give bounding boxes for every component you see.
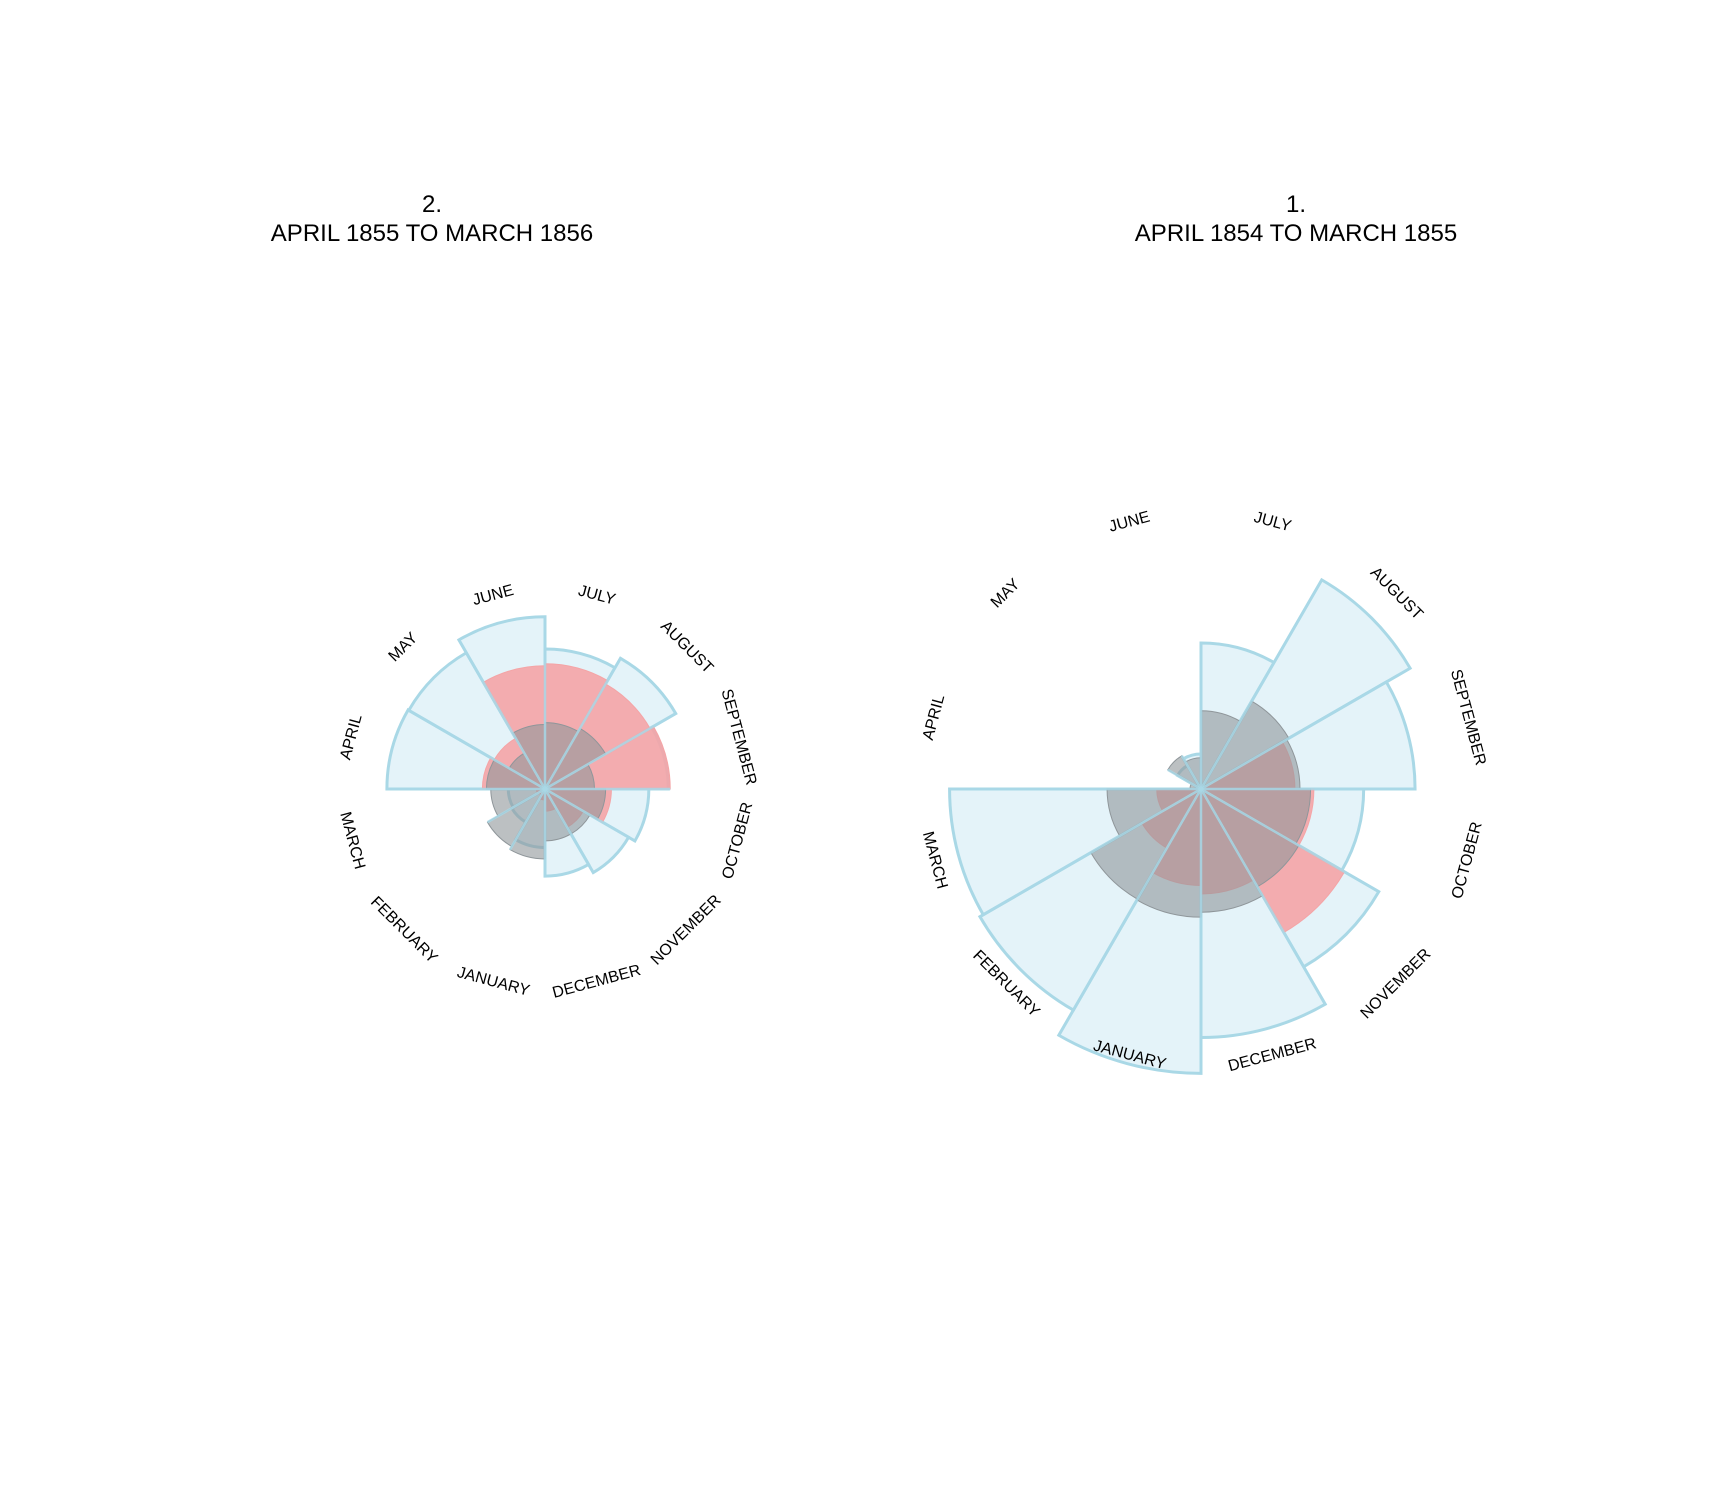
rose-panel-1854-1855: 1. APRIL 1854 TO MARCH 1855 APRIL MAY JUNE… [864,0,1728,1512]
spoke-5 [1200,667,1411,791]
month-label-july: JULY [1252,509,1293,535]
spoke-8 [1199,788,1327,1005]
month-label-august: AUGUST [1367,564,1426,623]
chart-title-period: APRIL 1855 TO MARCH 1856 [270,220,594,247]
rose-diagram-1854-1855: APRIL MAY JUNE JULY AUGUST SEPTEMBER OCTOBER NO… [919,509,1489,1076]
wedges [948,577,1417,1075]
month-label-june: JUNE [1107,509,1152,536]
month-label-march: MARCH [919,830,951,891]
chart-title-period: APRIL 1854 TO MARCH 1855 [1134,220,1458,247]
month-label-may: MAY [386,629,422,665]
spoke-5 [544,712,677,791]
month-label-november: NOVEMBER [648,892,725,969]
spokes [386,616,677,877]
month-label-october: OCTOBER [720,800,757,881]
spoke-7 [1200,787,1380,893]
month-label-august: AUGUST [657,618,716,677]
spoke-11 [979,787,1202,918]
month-label-september: SEPTEMBER [1447,668,1489,768]
month-label-december: DECEMBER [1226,1035,1318,1075]
spoke-10 [1057,788,1203,1036]
chart-title-number: 2. [421,191,442,218]
spoke-10 [508,788,547,851]
month-label-june: JUNE [471,582,516,609]
month-label-april: APRIL [337,713,365,762]
wedges [385,615,678,878]
spoke-7 [544,787,636,843]
month-label-april: APRIL [920,693,948,742]
spoke-1 [1167,768,1202,791]
month-label-february: FEBRUARY [367,894,441,968]
rose-panel-1855-1856: 2. APRIL 1855 TO MARCH 1856 APRIL MAY JUNE… [270,191,760,1002]
month-label-july: JULY [576,582,617,608]
spoke-1 [407,708,546,791]
spokes [949,579,1416,1074]
spoke-4 [543,657,622,790]
month-label-october: OCTOBER [1449,820,1486,901]
spoke-2 [1180,755,1203,790]
month-label-march: MARCH [336,810,368,871]
month-label-december: DECEMBER [551,962,643,1002]
month-label-january: JANUARY [455,964,532,1000]
spoke-4 [1199,579,1323,790]
spoke-8 [543,788,595,874]
month-label-september: SEPTEMBER [717,687,759,787]
month-label-may: MAY [988,576,1024,612]
spoke-2 [457,639,547,790]
chart-title-number: 1. [1285,191,1306,218]
spoke-11 [486,787,546,824]
month-label-november: NOVEMBER [1358,946,1435,1023]
